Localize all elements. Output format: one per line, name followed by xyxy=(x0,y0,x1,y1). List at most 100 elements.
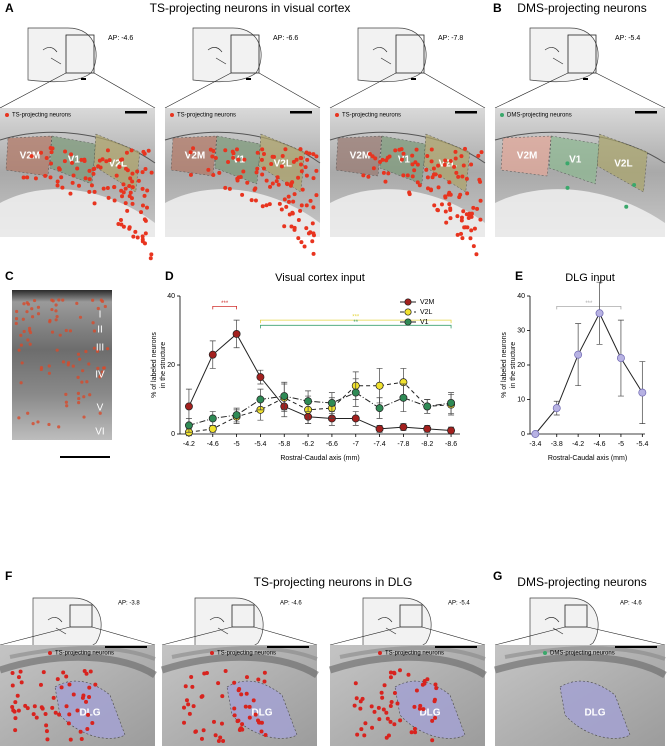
labeled-neuron xyxy=(412,726,417,731)
labeled-neuron xyxy=(75,708,80,713)
labeled-neuron xyxy=(71,364,75,368)
labeled-neuron xyxy=(15,309,19,314)
legend-text: TS-projecting neurons xyxy=(12,113,71,119)
x-tick-label: -4.2 xyxy=(572,441,584,448)
labeled-neuron xyxy=(120,157,125,162)
labeled-neuron xyxy=(91,171,96,176)
labeled-neuron xyxy=(432,699,437,704)
panel-letter: C xyxy=(5,269,14,283)
labeled-neuron xyxy=(191,704,196,709)
labeled-neuron xyxy=(296,217,301,222)
labeled-neuron xyxy=(468,236,473,241)
labeled-neuron xyxy=(55,677,60,682)
labeled-neuron xyxy=(478,198,483,203)
labeled-neuron xyxy=(235,719,240,724)
labeled-neuron xyxy=(471,244,476,249)
labeled-neuron xyxy=(67,361,71,365)
labeled-neuron xyxy=(68,329,73,333)
labeled-neuron xyxy=(370,725,375,730)
labeled-neuron xyxy=(136,178,141,183)
labeled-neuron xyxy=(84,699,89,704)
labeled-neuron xyxy=(143,167,148,172)
labeled-neuron xyxy=(437,174,442,179)
y-tick-label: 0 xyxy=(521,431,525,438)
labeled-neuron xyxy=(244,691,249,696)
labeled-neuron xyxy=(478,217,483,222)
brain-outline xyxy=(32,597,102,653)
labeled-neuron xyxy=(64,704,69,709)
labeled-neuron xyxy=(130,185,135,190)
labeled-neuron xyxy=(261,166,266,171)
x-tick-label: -6.6 xyxy=(326,441,338,448)
labeled-neuron xyxy=(461,209,466,214)
labeled-neuron xyxy=(381,707,386,712)
labeled-neuron xyxy=(379,690,384,695)
x-tick-label: -4.6 xyxy=(207,441,219,448)
legend-dot xyxy=(210,651,214,655)
labeled-neuron xyxy=(311,152,316,157)
labeled-neuron xyxy=(232,706,237,711)
region-label: V2M xyxy=(185,151,206,162)
brain-region xyxy=(93,133,141,193)
labeled-neuron xyxy=(81,369,85,373)
labeled-neuron xyxy=(19,381,23,385)
panel-letter: D xyxy=(165,269,174,283)
labeled-neuron xyxy=(186,702,191,707)
labeled-neuron xyxy=(305,157,310,162)
zoom-line xyxy=(258,72,321,109)
labeled-neuron xyxy=(77,401,81,405)
labeled-neuron xyxy=(200,694,205,699)
labeled-neuron xyxy=(395,701,400,706)
labeled-neuron xyxy=(142,217,147,222)
labeled-neuron xyxy=(93,682,98,687)
labeled-neuron xyxy=(77,183,82,188)
labeled-neuron xyxy=(255,166,260,171)
x-tick-label: -8.2 xyxy=(421,441,433,448)
labeled-neuron xyxy=(210,154,215,159)
series-line xyxy=(188,333,452,432)
labeled-neuron xyxy=(425,677,430,682)
labeled-neuron xyxy=(140,170,145,175)
labeled-neuron xyxy=(311,176,316,181)
labeled-neuron xyxy=(39,150,44,155)
labeled-neuron xyxy=(193,729,198,734)
labeled-neuron xyxy=(129,196,134,201)
labeled-neuron xyxy=(15,693,20,698)
legend-dot xyxy=(500,113,504,117)
labeled-neuron xyxy=(103,304,107,309)
labeled-neuron xyxy=(259,157,264,162)
scale-bar xyxy=(246,78,251,80)
brain-region xyxy=(335,135,383,177)
ap-label: AP: -6.6 xyxy=(273,35,298,42)
labeled-neuron xyxy=(300,187,305,192)
labeled-neuron xyxy=(76,352,81,356)
labeled-neuron xyxy=(91,167,96,172)
zoom-line xyxy=(164,72,232,109)
labeled-neuron xyxy=(429,147,434,152)
labeled-neuron xyxy=(462,146,467,151)
x-tick-label: -8.6 xyxy=(445,441,457,448)
labeled-neuron xyxy=(55,183,60,188)
panel-title: TS-projecting neurons in visual cortex xyxy=(150,1,351,15)
labeled-neuron xyxy=(112,198,117,203)
labeled-neuron xyxy=(259,729,264,734)
zoom-box xyxy=(564,604,588,628)
region-label: DLG xyxy=(251,708,272,719)
labeled-neuron xyxy=(50,330,55,334)
labeled-neuron xyxy=(182,720,187,725)
scale-bar xyxy=(125,111,147,114)
labeled-neuron xyxy=(447,180,452,185)
data-point xyxy=(232,330,241,338)
labeled-neuron xyxy=(386,733,391,738)
labeled-neuron xyxy=(434,686,439,691)
dlg-region xyxy=(226,680,298,739)
labeled-neuron xyxy=(478,179,483,184)
labeled-neuron xyxy=(398,718,403,723)
labeled-neuron xyxy=(311,251,316,256)
significance-bracket xyxy=(260,319,452,324)
labeled-neuron xyxy=(80,380,84,384)
chart-title: Visual cortex input xyxy=(275,272,365,284)
labeled-neuron xyxy=(57,298,61,302)
brain-outline xyxy=(192,27,262,83)
data-point xyxy=(399,423,408,432)
